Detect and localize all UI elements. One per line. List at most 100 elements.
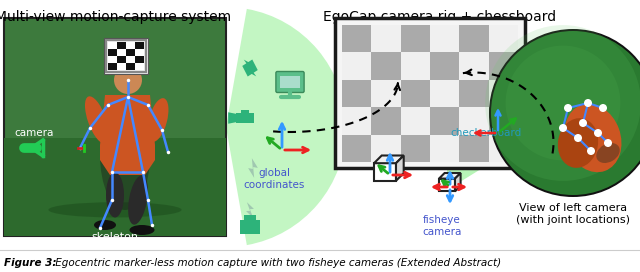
Bar — [108, 56, 117, 63]
Bar — [401, 80, 430, 107]
Bar — [108, 49, 117, 56]
Bar — [126, 42, 135, 49]
Bar — [126, 56, 135, 63]
Bar — [430, 52, 460, 80]
Text: EgoCap camera rig + chessboard: EgoCap camera rig + chessboard — [323, 10, 557, 24]
Bar — [135, 63, 144, 70]
Bar — [117, 56, 126, 63]
Bar — [401, 25, 430, 52]
Bar — [126, 49, 135, 56]
Bar — [117, 63, 126, 70]
Polygon shape — [374, 156, 404, 163]
Bar — [280, 76, 300, 88]
Polygon shape — [243, 60, 258, 76]
Ellipse shape — [128, 175, 148, 225]
Bar — [106, 40, 146, 72]
Bar — [108, 63, 117, 70]
Bar — [4, 18, 226, 236]
Bar — [489, 80, 518, 107]
Bar — [342, 25, 371, 52]
Bar — [108, 49, 117, 56]
Bar — [135, 56, 144, 63]
Bar — [430, 25, 460, 52]
Bar — [135, 42, 144, 49]
Circle shape — [559, 124, 567, 132]
Circle shape — [114, 66, 142, 94]
Polygon shape — [455, 173, 461, 191]
Bar — [4, 138, 226, 236]
Bar — [430, 135, 460, 162]
Bar — [371, 25, 401, 52]
Bar — [430, 80, 460, 107]
Bar — [126, 42, 135, 49]
Circle shape — [579, 119, 587, 127]
Bar — [460, 107, 489, 135]
Bar — [126, 56, 135, 63]
Bar — [489, 135, 518, 162]
Bar — [244, 215, 256, 221]
Text: fisheye
camera: fisheye camera — [422, 215, 461, 237]
Circle shape — [594, 129, 602, 137]
Bar — [401, 135, 430, 162]
Bar — [117, 49, 126, 56]
Bar — [241, 110, 248, 113]
Bar — [342, 135, 371, 162]
Text: skeleton: skeleton — [92, 232, 138, 242]
Bar — [489, 52, 518, 80]
Ellipse shape — [148, 98, 168, 142]
Text: checkerboard: checkerboard — [450, 128, 521, 138]
Bar — [117, 63, 126, 70]
Polygon shape — [396, 156, 404, 181]
Bar — [117, 56, 126, 63]
Bar — [117, 42, 126, 49]
Bar — [108, 56, 117, 63]
Bar — [401, 107, 430, 135]
Text: View of left camera
(with joint locations): View of left camera (with joint location… — [516, 203, 630, 225]
Ellipse shape — [558, 118, 598, 168]
Text: Multi-view motion-capture system: Multi-view motion-capture system — [0, 10, 231, 24]
Text: camera: camera — [14, 128, 53, 138]
Bar — [240, 220, 260, 234]
Bar — [135, 63, 144, 70]
Polygon shape — [335, 18, 525, 168]
Polygon shape — [447, 83, 523, 190]
FancyBboxPatch shape — [276, 72, 304, 92]
Bar — [374, 163, 396, 181]
Circle shape — [599, 104, 607, 112]
Bar — [342, 107, 371, 135]
Bar — [371, 107, 401, 135]
Bar — [135, 42, 144, 49]
Bar — [135, 49, 144, 56]
Bar — [460, 52, 489, 80]
Circle shape — [489, 29, 640, 197]
Ellipse shape — [564, 104, 621, 172]
Bar — [439, 179, 455, 191]
Bar — [460, 135, 489, 162]
Circle shape — [574, 134, 582, 142]
Ellipse shape — [49, 202, 182, 218]
Bar — [126, 63, 135, 70]
Bar — [117, 42, 126, 49]
Text: Egocentric marker-less motion capture with two fisheye cameras (Extended Abstrac: Egocentric marker-less motion capture wi… — [52, 258, 501, 268]
Bar — [135, 49, 144, 56]
Ellipse shape — [94, 220, 116, 230]
Ellipse shape — [106, 172, 124, 218]
Ellipse shape — [129, 225, 154, 235]
Bar — [126, 63, 135, 70]
Polygon shape — [228, 112, 236, 124]
Bar — [104, 38, 148, 74]
Bar — [489, 107, 518, 135]
Bar — [108, 42, 117, 49]
Text: Figure 3:: Figure 3: — [4, 258, 56, 268]
Circle shape — [584, 99, 592, 107]
Bar — [401, 52, 430, 80]
Polygon shape — [244, 60, 256, 76]
Bar — [236, 113, 254, 123]
Bar — [117, 49, 126, 56]
Polygon shape — [248, 158, 258, 178]
Bar — [460, 25, 489, 52]
Polygon shape — [439, 173, 461, 179]
Circle shape — [587, 147, 595, 155]
Bar — [342, 80, 371, 107]
Bar — [371, 80, 401, 107]
